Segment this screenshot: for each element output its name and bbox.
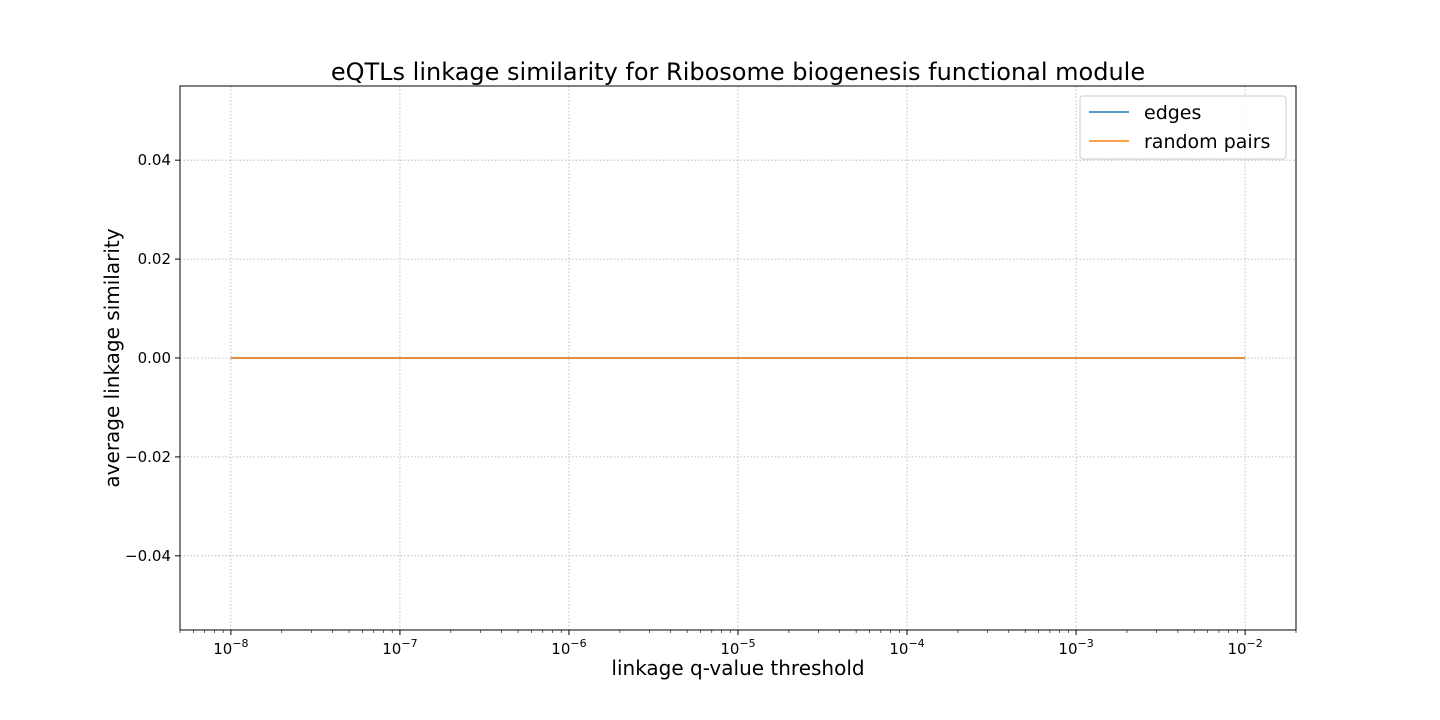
y-axis-label: average linkage similarity [100, 228, 124, 487]
x-tick-exponent: −8 [232, 637, 248, 650]
x-axis-label: linkage q-value threshold [611, 656, 864, 680]
y-tick-label: 0.00 [138, 349, 171, 367]
legend-label: edges [1144, 102, 1201, 124]
x-tick-exponent: −7 [401, 637, 417, 650]
y-axis: 0.04 0.02 0.00 −0.02 −0.04 [125, 151, 180, 565]
x-tick-exponent: −6 [570, 637, 586, 650]
chart-title: eQTLs linkage similarity for Ribosome bi… [331, 58, 1145, 86]
legend-label: random pairs [1144, 131, 1270, 153]
y-tick-label: 0.02 [138, 250, 171, 268]
x-tick-exponent: −4 [908, 637, 924, 650]
legend-box [1079, 95, 1287, 160]
y-tick-label: −0.02 [125, 448, 171, 466]
legend: edges random pairs [1079, 95, 1287, 160]
y-tick-label: 0.04 [138, 151, 171, 169]
y-tick-label: −0.04 [125, 547, 171, 565]
x-tick-exponent: −2 [1247, 637, 1263, 650]
x-tick-exponent: −3 [1078, 637, 1094, 650]
x-tick-exponent: −5 [739, 637, 755, 650]
